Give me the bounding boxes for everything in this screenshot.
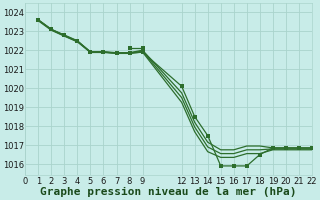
X-axis label: Graphe pression niveau de la mer (hPa): Graphe pression niveau de la mer (hPa) — [40, 187, 297, 197]
